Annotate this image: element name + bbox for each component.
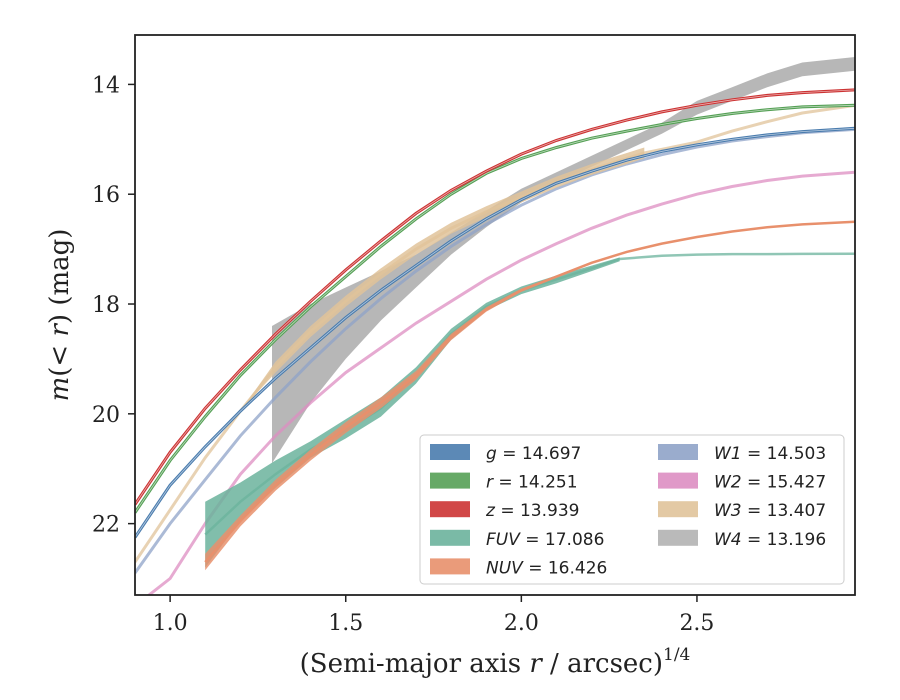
legend-item-z: z = 13.939	[430, 501, 579, 521]
legend-swatch	[430, 444, 470, 460]
legend-item-w3: W3 = 13.407	[658, 501, 826, 521]
series-nuv-line	[204, 220, 855, 563]
legend-label: z = 13.939	[485, 501, 579, 521]
legend-label: W2 = 15.427	[714, 473, 826, 493]
plot-frame	[134, 34, 856, 596]
legend-label: r = 14.251	[486, 473, 578, 493]
x-axis-label-suffix: / arcsec)	[542, 649, 663, 679]
series-layer	[135, 57, 855, 595]
y-axis-label: m(< r) (mag)	[45, 229, 75, 402]
legend-label: W4 = 13.196	[714, 530, 826, 550]
series-w1-line	[135, 127, 855, 574]
legend: g = 14.697 r = 14.251 z = 13.939 FUV = 17.0…	[419, 434, 845, 585]
legend-swatch	[430, 472, 470, 489]
x-tick-label: 1.0	[153, 611, 188, 636]
y-tick-label: 22	[92, 513, 120, 538]
legend-swatch	[430, 558, 470, 575]
legend-swatch	[658, 472, 698, 489]
legend-label: W3 = 13.407	[714, 501, 826, 521]
legend-swatch	[658, 444, 698, 460]
y-tick-label: 14	[92, 73, 120, 98]
series-z	[135, 88, 855, 506]
y-tick-label: 16	[92, 183, 120, 208]
series-w2	[146, 170, 855, 595]
x-axis-label-exponent: 1/4	[663, 645, 690, 665]
legend-swatch	[658, 529, 698, 546]
legend-swatch	[430, 529, 470, 546]
legend-item-w4: W4 = 13.196	[658, 529, 826, 550]
legend-label: W1 = 14.503	[714, 444, 826, 464]
legend-label: g = 14.697	[486, 444, 581, 464]
series-w1	[135, 127, 855, 574]
legend-item-w1: W1 = 14.503	[658, 444, 826, 464]
series-w2-line	[146, 170, 855, 595]
y-tick-label: 20	[92, 403, 120, 428]
legend-item-nuv: NUV = 16.426	[430, 558, 607, 578]
x-tick-label: 2.0	[504, 611, 539, 636]
legend-item-w2: W2 = 15.427	[658, 472, 826, 493]
series-g-highlight	[135, 127, 855, 538]
ticks-layer: 1.0 1.5 2.0 2.5 14 16 18 20 22	[92, 73, 714, 636]
series-r	[135, 103, 855, 514]
series-z-highlight	[135, 89, 855, 505]
x-tick-label: 2.5	[679, 611, 714, 636]
legend-item-g: g = 14.697	[430, 444, 581, 464]
legend-label: NUV = 16.426	[486, 558, 607, 578]
x-axis-label-var: r	[529, 649, 543, 679]
x-tick-label: 1.5	[328, 611, 363, 636]
y-tick-label: 18	[92, 293, 120, 318]
legend-swatch	[658, 501, 698, 518]
legend-item-fuv: FUV = 17.086	[430, 529, 604, 550]
legend-item-r: r = 14.251	[430, 472, 578, 493]
legend-label: FUV = 17.086	[486, 530, 604, 550]
x-axis-label: (Semi-major axis r / arcsec)1/4	[300, 645, 691, 679]
x-axis-label-prefix: (Semi-major axis	[300, 649, 530, 679]
legend-frame	[419, 434, 845, 585]
series-g	[135, 126, 855, 539]
series-nuv	[204, 220, 855, 571]
series-r-highlight	[135, 104, 855, 513]
legend-swatch	[430, 501, 470, 518]
